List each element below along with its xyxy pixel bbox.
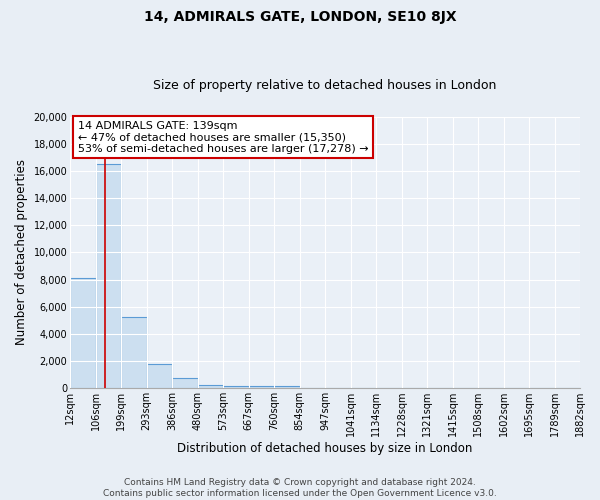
- Bar: [223, 386, 248, 388]
- Title: Size of property relative to detached houses in London: Size of property relative to detached ho…: [154, 79, 497, 92]
- Text: Contains HM Land Registry data © Crown copyright and database right 2024.
Contai: Contains HM Land Registry data © Crown c…: [103, 478, 497, 498]
- X-axis label: Distribution of detached houses by size in London: Distribution of detached houses by size …: [178, 442, 473, 455]
- Bar: [172, 378, 197, 388]
- Bar: [274, 386, 299, 388]
- Text: 14 ADMIRALS GATE: 139sqm
← 47% of detached houses are smaller (15,350)
53% of se: 14 ADMIRALS GATE: 139sqm ← 47% of detach…: [78, 121, 368, 154]
- Bar: [121, 317, 146, 388]
- Y-axis label: Number of detached properties: Number of detached properties: [15, 160, 28, 346]
- Bar: [70, 278, 95, 388]
- Bar: [146, 364, 172, 388]
- Bar: [95, 164, 121, 388]
- Bar: [197, 385, 223, 388]
- Text: 14, ADMIRALS GATE, LONDON, SE10 8JX: 14, ADMIRALS GATE, LONDON, SE10 8JX: [143, 10, 457, 24]
- Bar: [248, 386, 274, 388]
